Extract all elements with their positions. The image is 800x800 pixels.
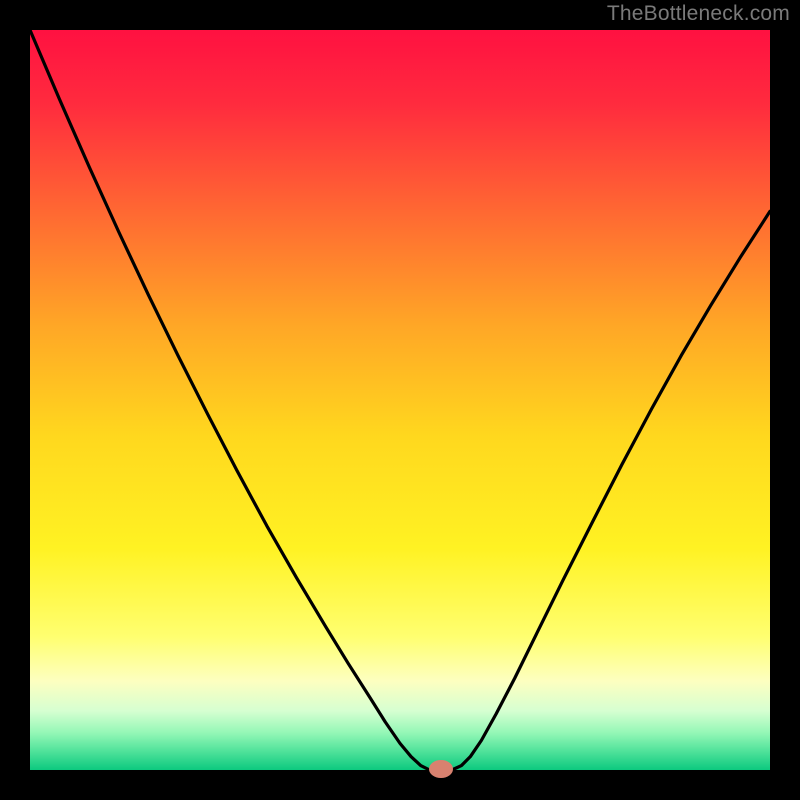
chart-container: TheBottleneck.com [0, 0, 800, 800]
curve-minimum-marker [429, 760, 453, 778]
bottleneck-curve [30, 30, 770, 770]
curve-overlay [0, 0, 800, 800]
attribution-text: TheBottleneck.com [607, 2, 790, 26]
